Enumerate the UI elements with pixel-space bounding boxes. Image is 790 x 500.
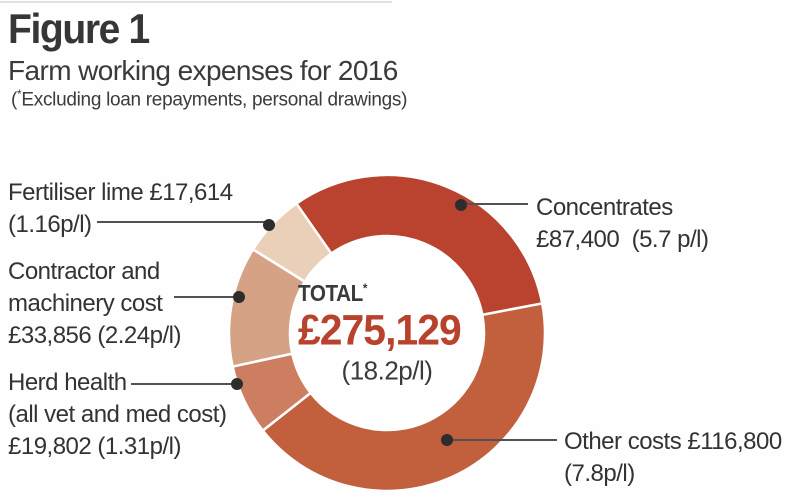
leader-line-concentrates — [466, 203, 528, 205]
callout-herd-health: Herd health (all vet and med cost) £19,8… — [8, 367, 227, 463]
donut-segment-other-costs — [260, 301, 545, 491]
total-asterisk: * — [362, 280, 368, 296]
callout-fertiliser-line2: (1.16p/l) — [8, 211, 92, 238]
callout-other-costs: Other costs £116,800 (7.8p/l) — [564, 426, 782, 490]
callout-herd-line1: Herd health — [8, 369, 127, 396]
figure-label: Figure 1 — [8, 5, 150, 52]
total-label: TOTAL* — [298, 275, 458, 306]
callout-other-line1: Other costs £116,800 — [564, 428, 782, 455]
callout-contractor-machinery: Contractor and machinery cost £33,856 (2… — [8, 256, 181, 352]
leader-dot-fertiliser — [263, 219, 275, 231]
leader-line-other — [452, 439, 557, 441]
callout-contractor-line1: Contractor and — [8, 258, 160, 285]
total-label-text: TOTAL — [298, 280, 363, 307]
figure-note-body: Excluding loan repayments, personal draw… — [21, 89, 408, 111]
callout-concentrates: Concentrates £87,400 (5.7 p/l) — [536, 192, 709, 256]
leader-dot-herd — [231, 378, 243, 390]
figure-note-open: ( — [11, 89, 18, 111]
callout-herd-line2: (all vet and med cost) — [8, 401, 227, 428]
leader-line-herd — [131, 383, 234, 385]
leader-dot-contractor — [233, 291, 245, 303]
top-divider-rule — [0, 1, 392, 3]
leader-dot-concentrates — [455, 199, 467, 211]
total-value: £275,129 — [298, 306, 462, 355]
callout-herd-line3: £19,802 (1.31p/l) — [8, 433, 181, 460]
donut-center-total: TOTAL* £275,129 (18.2p/l) — [298, 275, 476, 386]
callout-concentrates-line2: £87,400 (5.7 p/l) — [536, 226, 709, 253]
callout-contractor-line2: machinery cost — [8, 290, 163, 317]
donut-svg — [229, 175, 545, 491]
callout-other-line2: (7.8p/l) — [564, 460, 635, 487]
donut-segment-fertiliser-lime — [251, 201, 334, 284]
callout-fertiliser-line1: Fertiliser lime £17,614 — [8, 179, 233, 206]
figure-note-asterisk: * — [17, 87, 22, 101]
leader-dot-other — [441, 434, 453, 446]
figure-title: Farm working expenses for 2016 — [8, 55, 398, 86]
donut-chart: TOTAL* £275,129 (18.2p/l) — [229, 175, 545, 491]
callout-concentrates-line1: Concentrates — [536, 194, 673, 221]
leader-line-contractor — [174, 296, 236, 298]
callout-fertiliser-lime: Fertiliser lime £17,614 (1.16p/l) — [8, 177, 233, 241]
figure-note: (*Excluding loan repayments, personal dr… — [11, 87, 407, 111]
leader-line-fertiliser — [97, 221, 266, 223]
donut-segment-concentrates — [294, 175, 544, 317]
total-pence-per-litre: (18.2p/l) — [341, 355, 433, 386]
callout-contractor-line3: £33,856 (2.24p/l) — [8, 322, 181, 349]
